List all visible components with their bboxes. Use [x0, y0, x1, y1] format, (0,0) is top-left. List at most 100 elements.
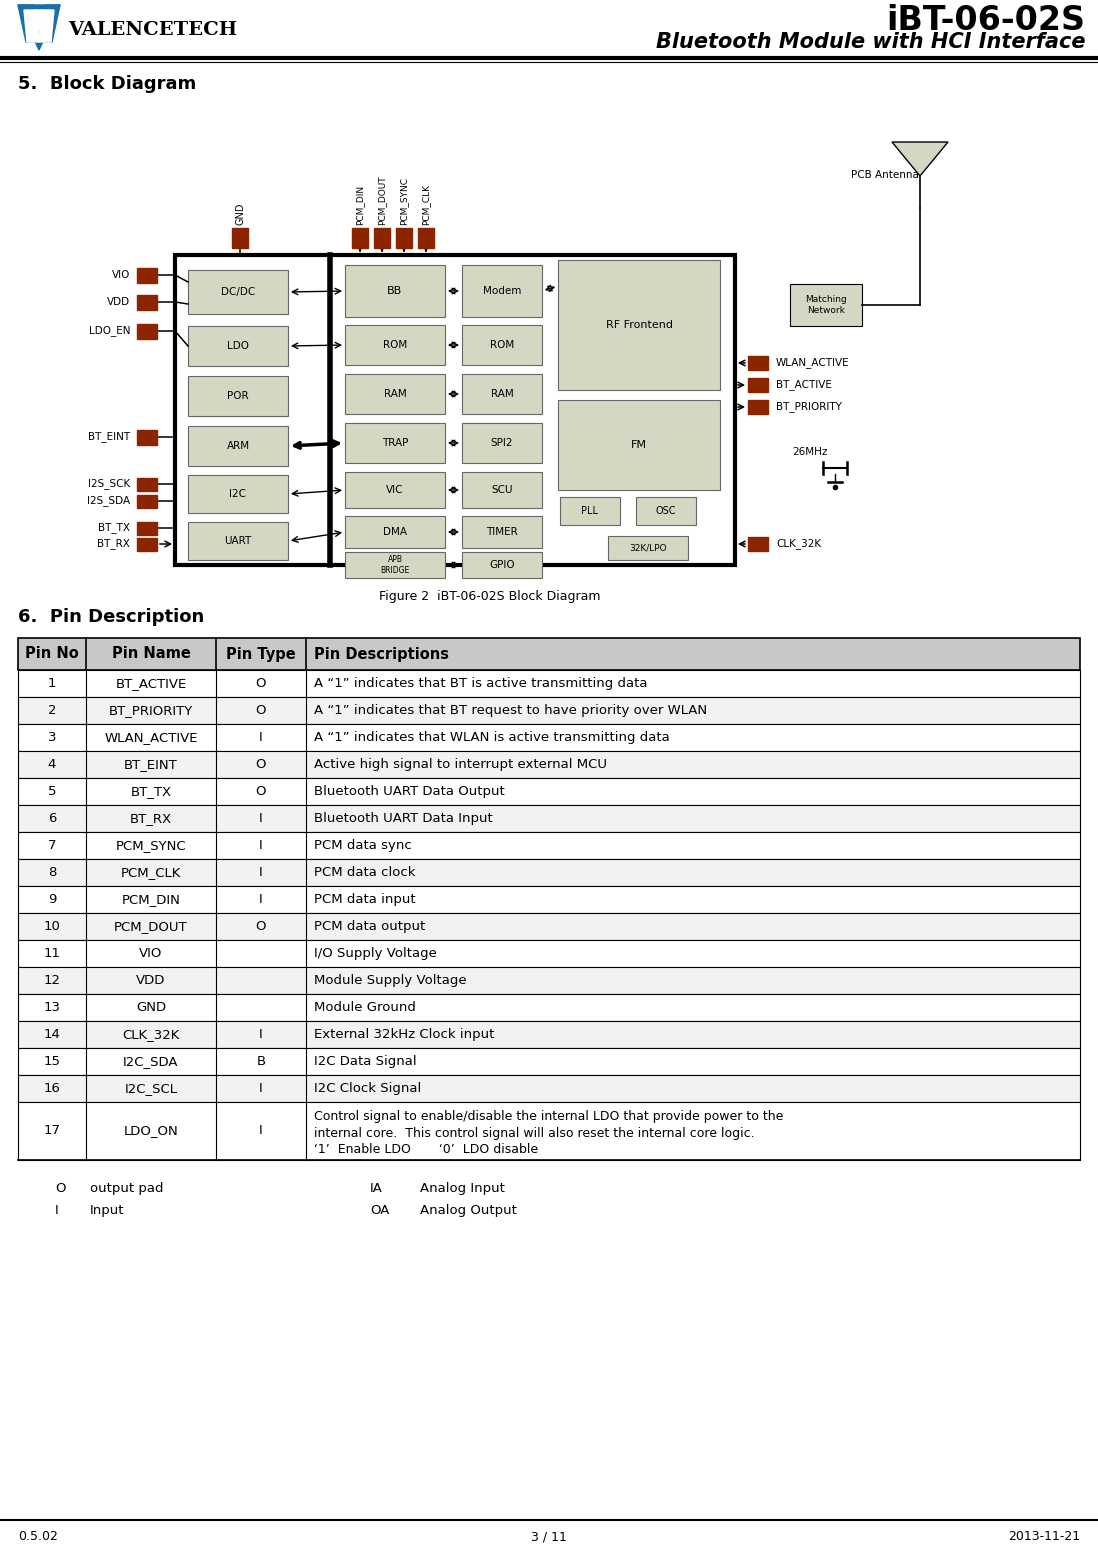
Bar — [137, 478, 157, 490]
Bar — [18, 913, 1080, 941]
Text: BT_EINT: BT_EINT — [124, 757, 178, 771]
Text: B: B — [257, 1055, 266, 1068]
Text: OA: OA — [370, 1204, 390, 1217]
Text: Module Ground: Module Ground — [314, 1001, 416, 1013]
Bar — [188, 270, 288, 314]
Text: ‘1’  Enable LDO       ‘0’  LDO disable: ‘1’ Enable LDO ‘0’ LDO disable — [314, 1144, 538, 1156]
Bar — [18, 1102, 1080, 1159]
Bar — [18, 993, 1080, 1021]
Text: PCM_DIN: PCM_DIN — [356, 185, 365, 225]
Text: I2C Clock Signal: I2C Clock Signal — [314, 1082, 422, 1096]
Text: SPI2: SPI2 — [491, 438, 513, 449]
Text: 3: 3 — [47, 731, 56, 743]
Polygon shape — [24, 9, 40, 42]
Text: 32K/LPO: 32K/LPO — [629, 543, 666, 553]
Bar — [18, 697, 1080, 723]
Bar — [188, 475, 288, 514]
Text: PCM data output: PCM data output — [314, 920, 425, 933]
Text: OSC: OSC — [656, 506, 676, 515]
Text: I/O Supply Voltage: I/O Supply Voltage — [314, 947, 437, 961]
Bar — [18, 1076, 1080, 1102]
Text: VDD: VDD — [136, 975, 166, 987]
Bar — [18, 670, 1080, 697]
Text: WLAN_ACTIVE: WLAN_ACTIVE — [776, 357, 850, 368]
Bar — [18, 1021, 1080, 1048]
Bar — [345, 553, 445, 577]
Text: 16: 16 — [44, 1082, 60, 1096]
Polygon shape — [18, 5, 60, 50]
Text: Pin No: Pin No — [25, 647, 79, 661]
Text: 5.  Block Diagram: 5. Block Diagram — [18, 74, 197, 93]
Text: I: I — [259, 1082, 262, 1096]
Bar — [560, 497, 620, 525]
Text: RAM: RAM — [383, 390, 406, 399]
Text: PCM data input: PCM data input — [314, 892, 416, 906]
Text: POR: POR — [227, 391, 249, 400]
Text: Bluetooth UART Data Output: Bluetooth UART Data Output — [314, 785, 505, 798]
Text: PCM_DOUT: PCM_DOUT — [378, 175, 386, 225]
Text: 11: 11 — [44, 947, 60, 961]
Text: I: I — [259, 1027, 262, 1041]
Text: Bluetooth Module with HCI Interface: Bluetooth Module with HCI Interface — [656, 33, 1085, 53]
Text: O: O — [256, 920, 266, 933]
Text: WLAN_ACTIVE: WLAN_ACTIVE — [104, 731, 198, 743]
Text: DMA: DMA — [383, 528, 407, 537]
Bar — [374, 228, 390, 248]
Polygon shape — [40, 9, 54, 42]
Text: SCU: SCU — [491, 484, 513, 495]
Text: LDO_ON: LDO_ON — [124, 1125, 178, 1138]
Text: GND: GND — [136, 1001, 166, 1013]
Text: Bluetooth UART Data Input: Bluetooth UART Data Input — [314, 812, 493, 826]
Bar — [232, 228, 248, 248]
Text: I: I — [259, 840, 262, 852]
Bar — [345, 424, 445, 462]
Text: I: I — [259, 1125, 262, 1138]
Text: 15: 15 — [44, 1055, 60, 1068]
Text: iBT-06-02S: iBT-06-02S — [886, 5, 1085, 37]
Bar — [352, 228, 368, 248]
Text: internal core.  This control signal will also reset the internal core logic.: internal core. This control signal will … — [314, 1127, 754, 1139]
Text: I: I — [259, 866, 262, 878]
Text: CLK_32K: CLK_32K — [776, 539, 821, 549]
Text: BB: BB — [388, 286, 403, 296]
Text: DC/DC: DC/DC — [221, 287, 255, 296]
Text: BT_TX: BT_TX — [98, 523, 130, 534]
Text: LDO: LDO — [227, 341, 249, 351]
Text: I: I — [259, 731, 262, 743]
Bar — [137, 295, 157, 310]
Text: PLL: PLL — [582, 506, 598, 515]
Text: PCM_CLK: PCM_CLK — [121, 866, 181, 878]
Text: VIC: VIC — [386, 484, 404, 495]
Text: O: O — [256, 757, 266, 771]
Text: RF Frontend: RF Frontend — [605, 320, 672, 331]
Bar — [188, 521, 288, 560]
Text: I2S_SCK: I2S_SCK — [88, 478, 130, 489]
Bar — [18, 832, 1080, 858]
Text: TRAP: TRAP — [382, 438, 408, 449]
Text: 14: 14 — [44, 1027, 60, 1041]
Text: BT_ACTIVE: BT_ACTIVE — [115, 677, 187, 691]
Bar — [748, 379, 768, 393]
Text: VIO: VIO — [139, 947, 163, 961]
Bar — [188, 425, 288, 466]
Bar — [462, 324, 542, 365]
Text: GND: GND — [235, 202, 245, 225]
Bar — [18, 886, 1080, 913]
Text: RAM: RAM — [491, 390, 514, 399]
Text: 7: 7 — [47, 840, 56, 852]
Bar — [137, 268, 157, 282]
Bar — [558, 261, 720, 390]
Text: I2C Data Signal: I2C Data Signal — [314, 1055, 416, 1068]
Bar — [462, 472, 542, 508]
Bar — [18, 723, 1080, 751]
Text: Control signal to enable/disable the internal LDO that provide power to the: Control signal to enable/disable the int… — [314, 1110, 783, 1124]
Bar — [462, 265, 542, 317]
Text: Matching
Network: Matching Network — [805, 295, 847, 315]
Text: BT_ACTIVE: BT_ACTIVE — [776, 380, 832, 391]
Text: I: I — [259, 812, 262, 826]
Bar — [789, 284, 862, 326]
Text: ARM: ARM — [226, 441, 249, 452]
Bar — [188, 326, 288, 366]
Text: BT_TX: BT_TX — [131, 785, 171, 798]
Bar — [137, 430, 157, 445]
